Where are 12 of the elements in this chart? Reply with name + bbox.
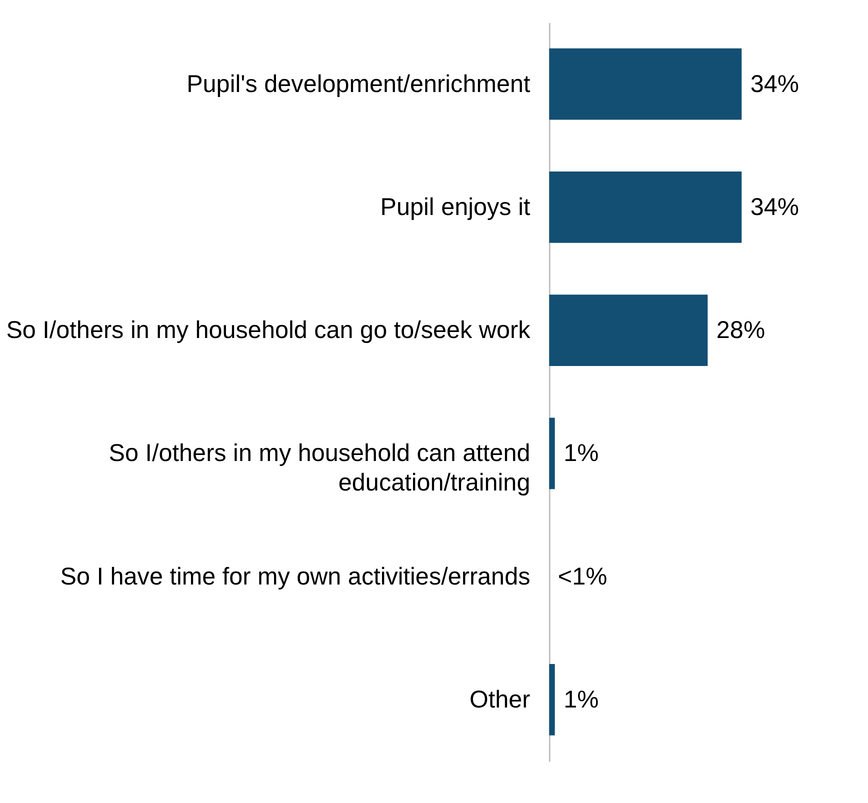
y-tick-label: So I/others in my household can attend education/training <box>108 440 530 496</box>
data-label: 28% <box>716 317 766 344</box>
data-label: 1% <box>564 686 599 714</box>
y-tick-label: Other <box>469 686 530 714</box>
data-label: 34% <box>750 194 800 221</box>
data-label: 1% <box>564 440 599 468</box>
data-label: 34% <box>750 70 800 98</box>
y-tick-label: So I/others in my household can go to/seek work <box>6 317 532 344</box>
data-label: <1% <box>558 563 608 590</box>
y-tick-label: Pupil enjoys it <box>380 194 530 221</box>
y-tick-label: Pupil's development/enrichment <box>186 70 530 98</box>
y-tick-label: So I have time for my own activities/errands <box>60 563 530 590</box>
